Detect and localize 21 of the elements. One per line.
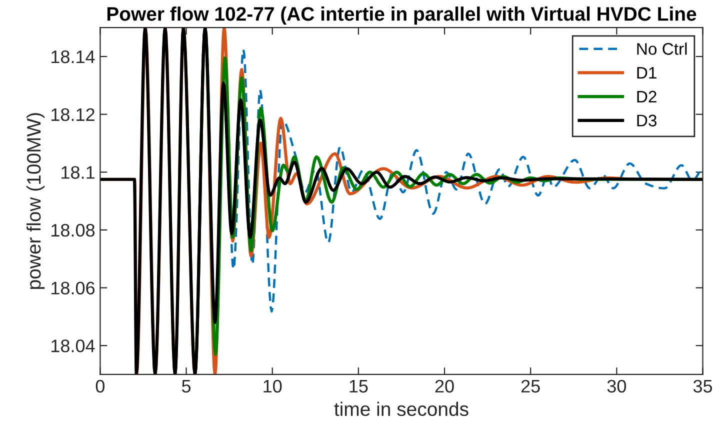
x-axis-title: time in seconds	[334, 402, 468, 416]
x-tick-label: 5	[182, 380, 191, 393]
x-tick-label: 30	[607, 380, 626, 393]
legend-label: D1	[637, 67, 656, 79]
x-tick-label: 35	[693, 380, 712, 393]
y-tick-label: 18.06	[52, 282, 95, 294]
y-tick-label: 18.04	[52, 340, 95, 352]
y-tick-label: 18.12	[52, 108, 94, 122]
legend-label: D3	[637, 114, 656, 126]
legend-label: No Ctrl	[637, 42, 687, 55]
chart-title: Power flow 102-77 (AC intertie in parallel with Virtual HVDC Line	[107, 6, 696, 25]
x-tick-label: 20	[435, 380, 454, 393]
y-tick-label: 18.14	[52, 50, 95, 64]
x-tick-label: 10	[264, 380, 282, 393]
y-tick-label: 18.08	[52, 224, 95, 237]
x-tick-label: 0	[96, 380, 105, 393]
y-tick-label: 18.1	[62, 166, 94, 179]
legend-label: D2	[637, 90, 656, 102]
x-tick-label: 25	[521, 380, 540, 393]
x-tick-label: 15	[350, 380, 368, 393]
y-axis-title: power flow (100MW)	[26, 113, 45, 289]
